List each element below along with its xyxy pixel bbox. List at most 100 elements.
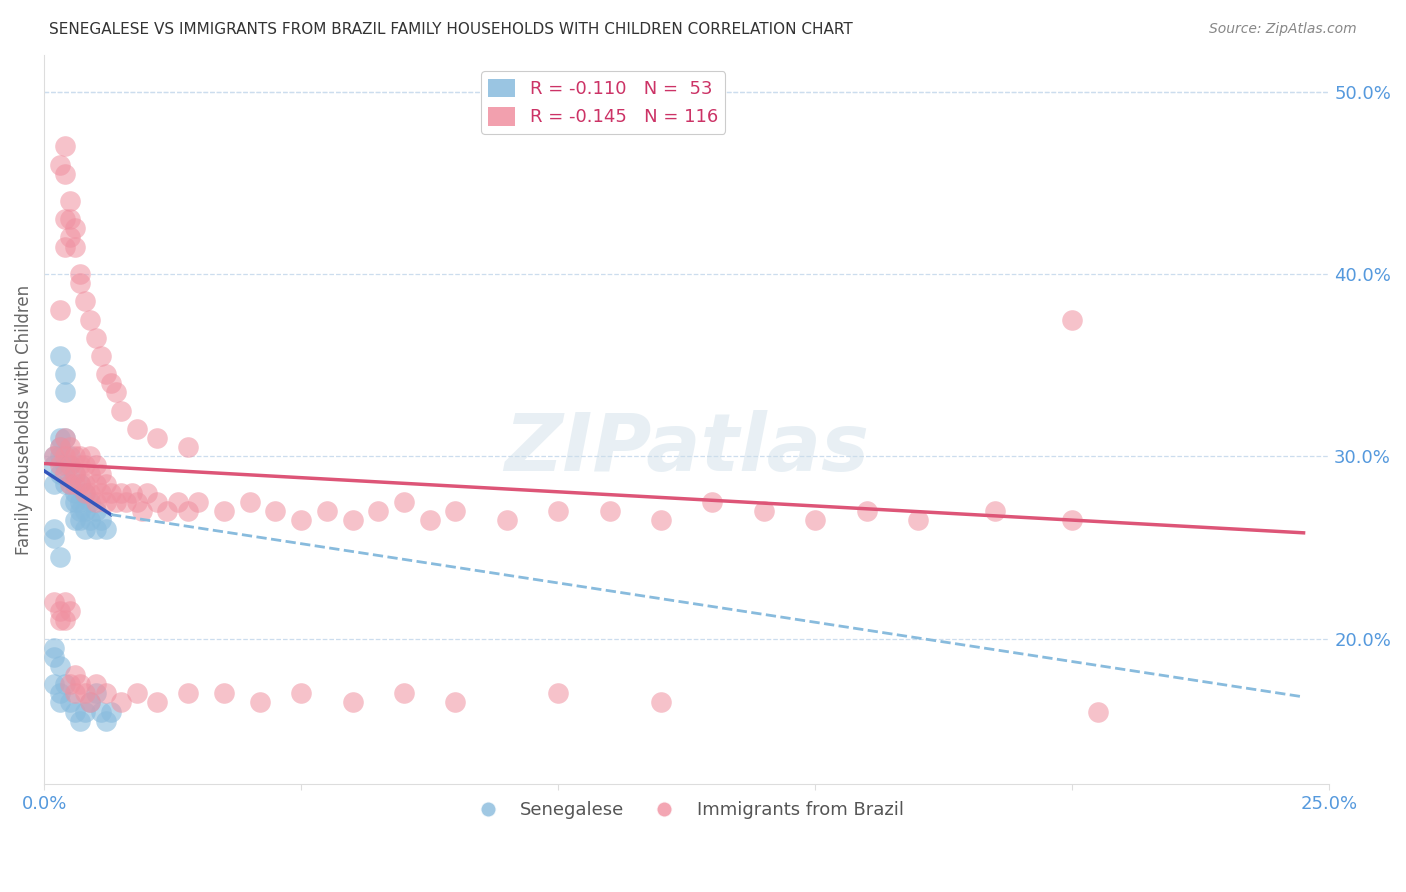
- Point: [177, 440, 200, 454]
- Point: [100, 485, 122, 500]
- Point: [94, 495, 117, 509]
- Point: [419, 513, 441, 527]
- Point: [146, 431, 169, 445]
- Point: [94, 476, 117, 491]
- Point: [44, 449, 66, 463]
- Point: [53, 431, 76, 445]
- Point: [48, 659, 70, 673]
- Point: [59, 476, 82, 491]
- Point: [48, 157, 70, 171]
- Point: [75, 485, 97, 500]
- Point: [63, 221, 86, 235]
- Point: [177, 686, 200, 700]
- Point: [547, 504, 569, 518]
- Point: [79, 513, 101, 527]
- Point: [1062, 513, 1084, 527]
- Point: [48, 604, 70, 618]
- Point: [290, 513, 312, 527]
- Point: [44, 522, 66, 536]
- Point: [59, 604, 82, 618]
- Point: [84, 331, 107, 345]
- Point: [495, 513, 517, 527]
- Point: [650, 695, 672, 709]
- Point: [79, 495, 101, 509]
- Point: [315, 504, 337, 518]
- Point: [48, 613, 70, 627]
- Point: [84, 677, 107, 691]
- Point: [63, 705, 86, 719]
- Point: [444, 695, 467, 709]
- Point: [69, 476, 91, 491]
- Point: [599, 504, 621, 518]
- Point: [53, 139, 76, 153]
- Point: [48, 695, 70, 709]
- Point: [44, 640, 66, 655]
- Point: [84, 504, 107, 518]
- Point: [48, 686, 70, 700]
- Point: [290, 686, 312, 700]
- Point: [392, 495, 415, 509]
- Point: [1062, 312, 1084, 326]
- Point: [63, 668, 86, 682]
- Point: [156, 504, 179, 518]
- Point: [48, 549, 70, 564]
- Point: [804, 513, 827, 527]
- Point: [53, 476, 76, 491]
- Point: [59, 194, 82, 208]
- Point: [69, 276, 91, 290]
- Point: [53, 613, 76, 627]
- Point: [69, 476, 91, 491]
- Point: [53, 458, 76, 473]
- Point: [79, 449, 101, 463]
- Point: [53, 385, 76, 400]
- Point: [44, 449, 66, 463]
- Point: [239, 495, 262, 509]
- Point: [48, 303, 70, 318]
- Point: [75, 485, 97, 500]
- Point: [48, 440, 70, 454]
- Y-axis label: Family Households with Children: Family Households with Children: [15, 285, 32, 555]
- Point: [166, 495, 188, 509]
- Point: [90, 349, 112, 363]
- Point: [53, 239, 76, 253]
- Point: [79, 695, 101, 709]
- Point: [79, 485, 101, 500]
- Point: [48, 467, 70, 482]
- Point: [249, 695, 271, 709]
- Point: [59, 495, 82, 509]
- Point: [59, 695, 82, 709]
- Point: [84, 476, 107, 491]
- Point: [131, 504, 153, 518]
- Point: [48, 440, 70, 454]
- Point: [100, 705, 122, 719]
- Point: [146, 495, 169, 509]
- Point: [75, 705, 97, 719]
- Point: [79, 312, 101, 326]
- Point: [44, 476, 66, 491]
- Legend: Senegalese, Immigrants from Brazil: Senegalese, Immigrants from Brazil: [463, 794, 911, 827]
- Point: [110, 695, 132, 709]
- Point: [75, 686, 97, 700]
- Point: [63, 467, 86, 482]
- Point: [69, 458, 91, 473]
- Point: [48, 431, 70, 445]
- Point: [59, 212, 82, 227]
- Point: [53, 212, 76, 227]
- Point: [59, 476, 82, 491]
- Point: [84, 686, 107, 700]
- Point: [48, 458, 70, 473]
- Point: [69, 504, 91, 518]
- Point: [90, 467, 112, 482]
- Point: [63, 686, 86, 700]
- Point: [115, 495, 138, 509]
- Point: [63, 467, 86, 482]
- Point: [53, 595, 76, 609]
- Point: [187, 495, 209, 509]
- Point: [100, 376, 122, 391]
- Point: [125, 495, 148, 509]
- Point: [121, 485, 143, 500]
- Point: [146, 695, 169, 709]
- Point: [367, 504, 389, 518]
- Point: [44, 531, 66, 545]
- Point: [63, 239, 86, 253]
